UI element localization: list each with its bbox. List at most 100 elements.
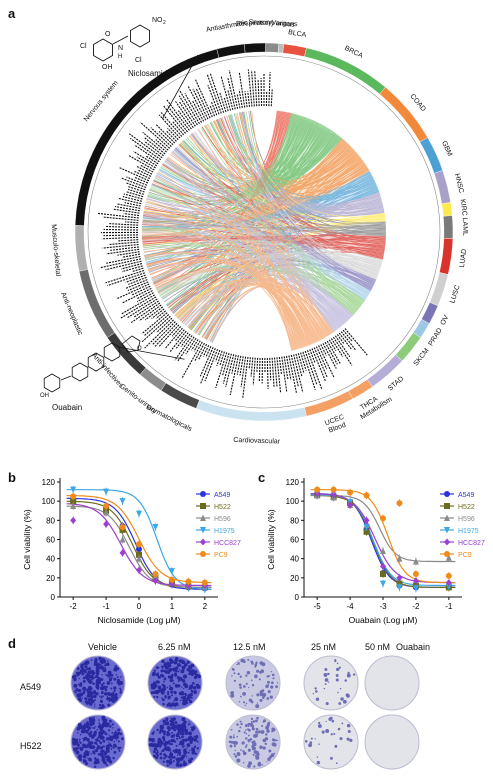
colony-dot [163,663,168,668]
colony-dot [247,764,251,768]
drug-name-tick [313,347,328,379]
colony-dot [193,735,195,738]
colony-dot [184,754,187,756]
colony-dot [241,741,245,745]
colony-dot [109,760,113,764]
colony-dot [191,750,196,755]
niclosamide-dose-response-chart: 0 20 40 60 80 100 120 -2 -1 0 1 2 Niclosamide (Log μ… [22,478,241,625]
colony-dot [150,683,155,688]
colony-dot [170,726,173,730]
well-background [364,655,420,711]
colony-dot [188,699,191,702]
colony-dot [312,692,315,695]
colony-dot [93,699,96,702]
colony-dot [258,678,261,681]
data-point-h522 [363,528,370,535]
colony-dot [115,735,119,740]
chord-gbm [231,114,376,198]
drug-name-tick [120,294,156,315]
drug-name-tick [320,344,327,356]
colony-dot [255,661,258,664]
ouabain-label: Ouabain [52,403,82,412]
drug-name-tick [114,205,140,212]
drug-name-tick [222,353,232,384]
colony-dot [108,734,110,736]
drug-name-tick [169,330,187,353]
colony-dot [192,681,195,685]
colony-dot [169,661,172,665]
colony-dot [156,680,158,682]
drug-name-tick [207,85,220,115]
drug-name-tick [311,348,326,382]
colony-dot [84,744,86,746]
chord-skcm [142,226,359,310]
colony-dot [93,726,96,729]
colony-dot [183,720,187,724]
colony-dot [189,666,193,670]
x-tick-label: -4 [347,602,355,611]
colony-dot [154,690,159,695]
niclosamide-ring-2 [130,24,150,48]
drug-name-tick [300,352,307,371]
colony-dot [193,725,195,727]
colony-dot [187,751,190,754]
drug-name-tick [103,234,139,237]
drug-name-tick [193,340,201,352]
colony-dot [92,732,97,737]
drug-name-tick [322,343,337,369]
drug-name-tick [144,140,164,157]
colony-dot [89,744,92,747]
colony-dot [94,748,99,753]
drug-name-tick [131,267,144,273]
colony-dot [153,669,156,672]
colony-dot [346,723,351,728]
colony-dot [247,748,251,752]
drug-name-tick [304,350,318,386]
colony-dot [179,669,181,671]
colony-dot [163,753,167,757]
colony-dot [188,721,190,723]
colony-dot [78,671,82,675]
ribbon-luad [142,235,386,260]
drug-name-tick [97,212,139,219]
legend-label-h522: H522 [214,504,231,511]
chord-ucec [171,151,319,342]
drug-name-tick [127,188,144,195]
colony-dot [82,739,85,742]
x-tick-label: -1 [445,602,453,611]
niclosamide-pointer [161,54,199,120]
drug-name-tick [144,319,175,349]
colony-dot [327,672,330,676]
colony-dot [193,675,198,680]
drug-name-tick [180,333,191,348]
colony-dot [112,746,115,749]
data-point-pc9 [445,572,452,579]
drug-name-tick [185,337,197,355]
colony-dot [153,730,155,733]
chord-brca [143,113,294,218]
colony-dot [114,745,118,748]
colony-dot [153,754,156,758]
colony-well-a549-5 [364,655,420,711]
drug-name-tick [216,350,223,367]
col-label-25nm: 25 nM [311,642,337,652]
colony-dot [106,697,110,701]
colony-dot [78,740,81,743]
chord-lusc [184,254,383,325]
ribbon-prad [158,165,371,301]
colony-dot [89,680,93,684]
colony-dot [89,735,91,738]
colony-dot [193,738,198,742]
colony-dot [187,738,190,742]
colony-dot [338,727,341,730]
colony-dot [183,687,185,690]
drug-name-tick [124,202,141,207]
colony-dot [167,693,170,696]
colony-dot [194,672,197,676]
drug-name-tick [221,352,230,377]
y-tick-label: 0 [295,593,300,602]
colony-dot [245,682,248,685]
colony-dot [239,675,242,678]
drug-name-tick [174,335,193,361]
colony-dot [157,666,160,669]
